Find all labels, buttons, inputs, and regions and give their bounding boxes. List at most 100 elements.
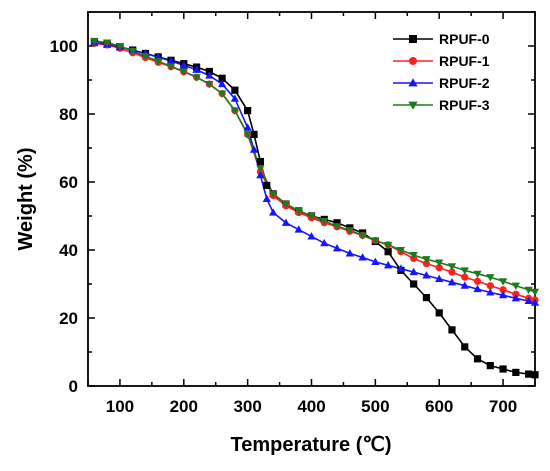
data-point-rpuf-3 <box>345 227 354 235</box>
data-point-rpuf-3 <box>511 282 520 291</box>
y-tick-label: 100 <box>50 37 78 56</box>
data-point-rpuf-1 <box>486 282 494 290</box>
data-point-rpuf-3 <box>422 256 431 264</box>
data-point-rpuf-3 <box>486 274 495 282</box>
data-point-rpuf-0 <box>218 74 226 82</box>
x-tick-label: 200 <box>170 397 198 416</box>
data-point-rpuf-0 <box>512 368 520 376</box>
data-point-rpuf-3 <box>409 252 418 260</box>
legend-label-rpuf-0: RPUF-0 <box>439 31 490 47</box>
data-point-rpuf-2 <box>217 79 227 88</box>
data-point-rpuf-3 <box>435 259 444 267</box>
data-point-rpuf-3 <box>192 74 201 82</box>
data-point-rpuf-2 <box>179 61 188 69</box>
data-point-rpuf-2 <box>383 260 393 269</box>
data-point-rpuf-3 <box>256 165 265 173</box>
data-point-rpuf-2 <box>409 267 418 276</box>
data-point-rpuf-0 <box>435 309 443 317</box>
data-point-rpuf-2 <box>371 257 380 265</box>
data-point-rpuf-2 <box>345 249 354 257</box>
x-tick-label: 700 <box>489 397 517 416</box>
data-point-rpuf-1 <box>435 264 443 272</box>
data-point-rpuf-0 <box>473 355 482 363</box>
data-point-rpuf-2 <box>269 208 278 216</box>
data-point-rpuf-2 <box>473 284 482 293</box>
y-tick-label: 80 <box>59 105 78 124</box>
data-point-rpuf-3 <box>307 212 316 221</box>
data-point-rpuf-3 <box>358 232 367 240</box>
data-point-rpuf-2 <box>530 298 540 306</box>
data-point-rpuf-0 <box>263 181 271 189</box>
x-tick-label: 400 <box>297 397 325 416</box>
data-point-rpuf-2 <box>281 218 291 226</box>
legend-label-rpuf-3: RPUF-3 <box>439 97 490 113</box>
data-point-rpuf-2 <box>358 253 367 261</box>
data-point-rpuf-3 <box>396 246 406 255</box>
legend-marker-rpuf-2 <box>408 78 418 87</box>
legend-label-rpuf-1: RPUF-1 <box>439 53 490 69</box>
data-point-rpuf-2 <box>511 293 520 302</box>
x-axis-title: Temperature (℃) <box>230 434 391 456</box>
data-point-rpuf-2 <box>320 238 329 247</box>
data-point-rpuf-2 <box>498 290 508 299</box>
data-point-rpuf-2 <box>205 71 214 79</box>
data-point-rpuf-1 <box>473 277 482 285</box>
data-point-rpuf-0 <box>333 219 341 227</box>
data-point-rpuf-3 <box>90 37 99 46</box>
data-point-rpuf-2 <box>460 281 469 289</box>
y-tick-label: 0 <box>69 377 78 396</box>
data-point-rpuf-0 <box>250 130 258 138</box>
data-point-rpuf-2 <box>230 94 240 102</box>
series-line-rpuf-0 <box>94 41 536 376</box>
data-point-rpuf-0 <box>499 365 507 373</box>
y-axis-title: Weight (%) <box>15 148 37 251</box>
data-point-rpuf-1 <box>499 286 507 294</box>
data-point-rpuf-3 <box>320 218 329 226</box>
tick-marks <box>87 11 536 387</box>
data-point-rpuf-2 <box>486 288 495 296</box>
data-point-rpuf-3 <box>498 278 508 286</box>
data-point-rpuf-3 <box>115 42 125 51</box>
data-point-rpuf-0 <box>256 158 265 166</box>
data-point-rpuf-3 <box>294 207 303 216</box>
data-point-rpuf-2 <box>422 271 431 279</box>
data-point-rpuf-2 <box>256 170 265 179</box>
y-tick-label: 40 <box>59 241 78 260</box>
x-tick-label: 300 <box>233 397 261 416</box>
data-point-rpuf-2 <box>166 56 176 65</box>
data-point-rpuf-0 <box>448 326 456 334</box>
data-point-rpuf-2 <box>396 264 406 272</box>
data-point-rpuf-0 <box>231 86 239 94</box>
x-tick-label: 100 <box>106 397 134 416</box>
data-point-rpuf-0 <box>525 370 533 378</box>
data-point-rpuf-3 <box>530 288 540 297</box>
x-tick-label: 500 <box>361 397 389 416</box>
data-point-rpuf-3 <box>383 241 393 250</box>
legend-marker-rpuf-3 <box>408 101 418 110</box>
data-point-rpuf-2 <box>294 225 303 233</box>
data-point-rpuf-0 <box>244 107 252 115</box>
data-point-rpuf-3 <box>154 58 163 66</box>
legend-marker-rpuf-1 <box>409 57 417 65</box>
y-tick-labels: 0 20 40 60 80 100 <box>50 37 78 396</box>
data-point-rpuf-0 <box>531 371 539 379</box>
data-point-rpuf-3 <box>166 63 176 71</box>
data-point-rpuf-3 <box>332 223 342 231</box>
data-point-rpuf-3 <box>473 270 482 279</box>
data-point-rpuf-1 <box>448 268 456 276</box>
data-point-rpuf-3 <box>141 53 150 61</box>
data-point-rpuf-0 <box>410 280 418 288</box>
data-point-rpuf-3 <box>371 237 380 245</box>
data-point-rpuf-2 <box>447 277 457 286</box>
data-point-rpuf-2 <box>249 145 259 153</box>
data-point-rpuf-2 <box>262 194 271 203</box>
data-point-rpuf-3 <box>269 190 278 199</box>
data-point-rpuf-1 <box>422 260 431 268</box>
data-point-rpuf-3 <box>128 48 137 56</box>
data-point-rpuf-3 <box>205 81 214 89</box>
x-tick-labels: 100 200 300 400 500 600 700 <box>106 397 518 416</box>
plot-area <box>87 11 540 387</box>
data-point-rpuf-0 <box>461 343 469 351</box>
legend-marker-rpuf-0 <box>409 35 417 43</box>
